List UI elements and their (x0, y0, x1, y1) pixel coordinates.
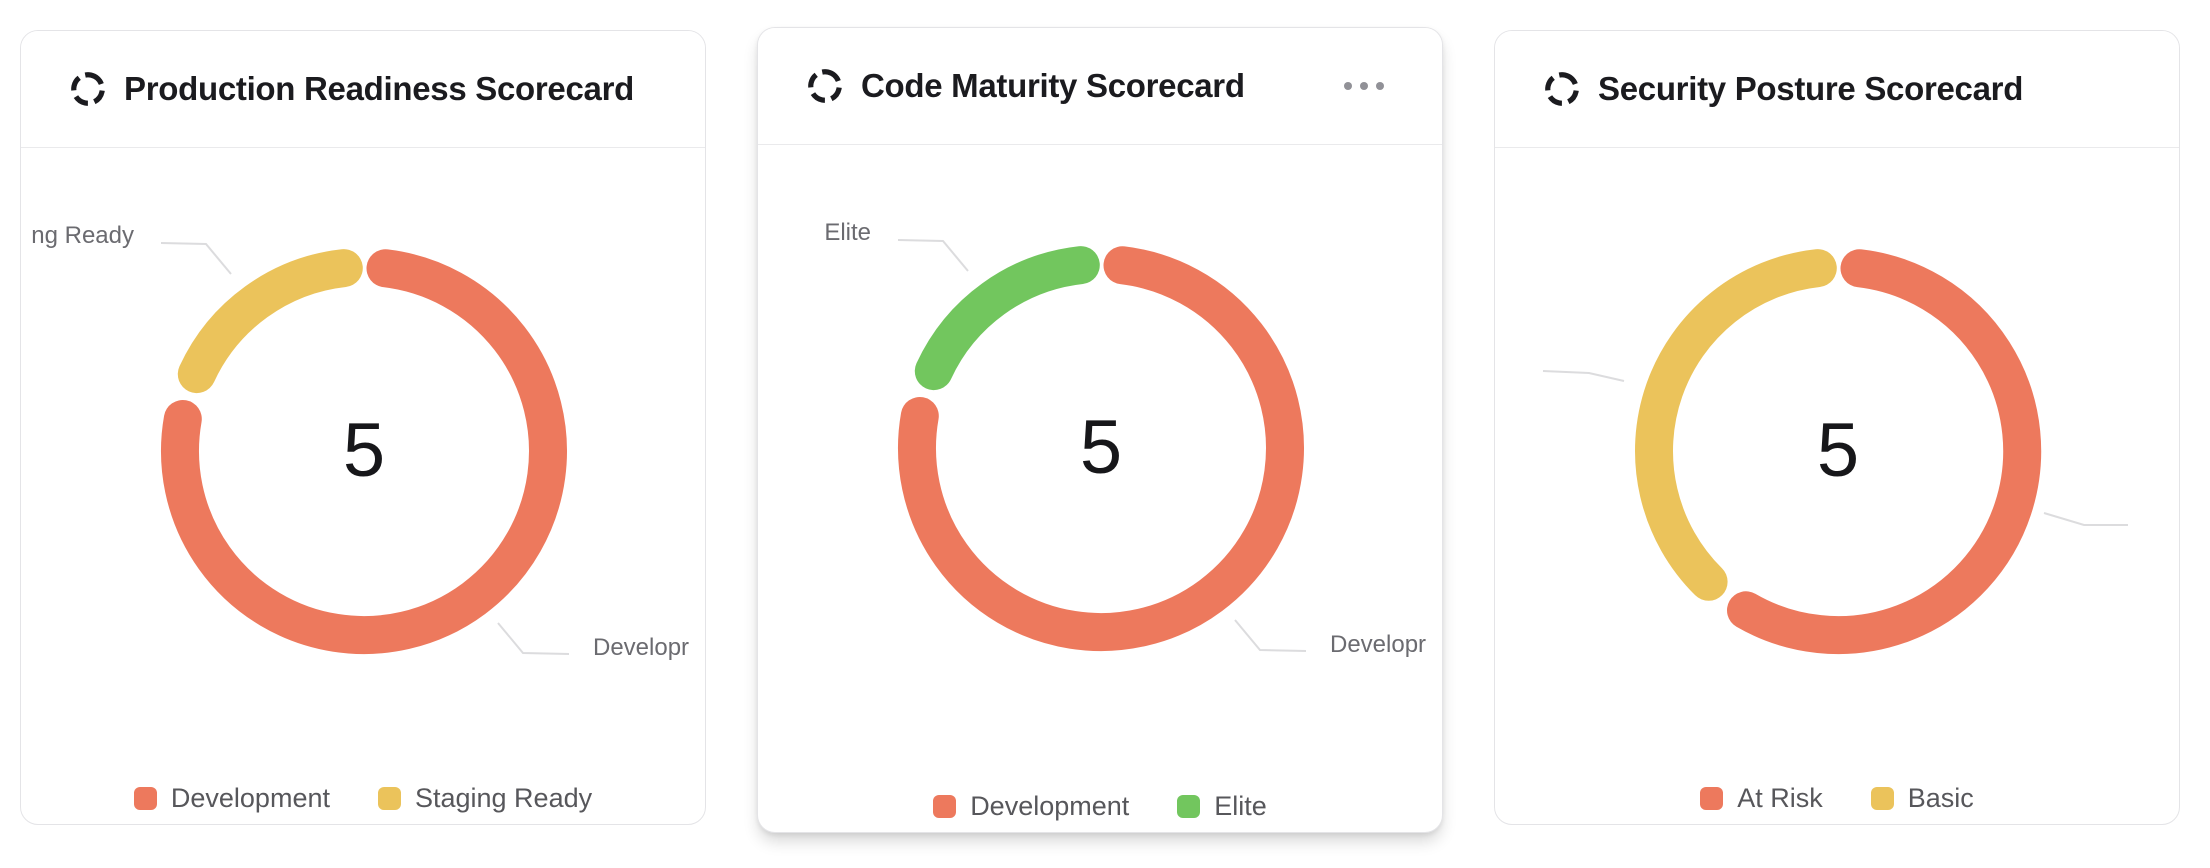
donut-scorecard-icon (71, 72, 105, 106)
legend-swatch-elite (1177, 795, 1201, 818)
donut-chart: ng Ready Developr 5 Development Staging … (21, 148, 705, 824)
donut-chart-svg (897, 239, 1307, 652)
donut-segment-elite[interactable] (914, 246, 1100, 391)
legend-label: Development (970, 791, 1130, 821)
legend-swatch-staging-ready (377, 787, 401, 810)
donut-chart: Elite Developr 5 Development Elite (758, 145, 1442, 832)
card-header: Production Readiness Scorecard (21, 31, 705, 148)
callout-line-staging-ready (160, 242, 232, 275)
legend-item-basic[interactable]: Basic (1870, 783, 1974, 814)
callout-label-elite: Elite (824, 219, 871, 246)
chart-legend: Development Staging Ready (21, 783, 705, 814)
callout-line-at-risk (2043, 512, 2128, 526)
callout-label-development: Developr (593, 634, 690, 661)
card-header: Security Posture Scorecard (1495, 31, 2179, 148)
donut-segment-development[interactable] (898, 246, 1304, 651)
card-title: Production Readiness Scorecard (124, 70, 634, 107)
legend-label: Basic (1907, 783, 1974, 813)
donut-chart: 5 At Risk Basic (1495, 148, 2179, 824)
donut-segment-at-risk[interactable] (1727, 249, 2042, 654)
legend-label: Elite (1214, 791, 1267, 821)
donut-chart-svg (1542, 249, 2128, 654)
scorecard-card-code-maturity: Code Maturity Scorecard Elite Developr 5… (757, 27, 1443, 833)
donut-segment-development[interactable] (161, 249, 567, 654)
legend-label: At Risk (1737, 783, 1823, 813)
callout-line-development (1234, 619, 1307, 652)
legend-item-staging-ready[interactable]: Staging Ready (377, 783, 593, 814)
chart-legend: At Risk Basic (1495, 783, 2179, 814)
card-menu-button[interactable] (1336, 75, 1392, 97)
donut-center-value: 5 (1079, 405, 1123, 490)
legend-label: Staging Ready (414, 783, 593, 813)
callout-label-development: Developr (1330, 631, 1427, 658)
donut-chart-svg (160, 242, 570, 655)
card-title: Code Maturity Scorecard (861, 67, 1245, 104)
chart-legend: Development Elite (758, 791, 1442, 822)
legend-item-development[interactable]: Development (933, 791, 1129, 822)
scorecard-card-production-readiness: Production Readiness Scorecard ng Ready … (20, 30, 706, 825)
legend-swatch-development (933, 795, 957, 818)
legend-item-elite[interactable]: Elite (1177, 791, 1267, 822)
card-title: Security Posture Scorecard (1598, 70, 2024, 107)
donut-center-value: 5 (1816, 408, 1860, 493)
donut-segment-basic[interactable] (1635, 249, 1837, 601)
card-header: Code Maturity Scorecard (758, 28, 1442, 145)
callout-line-basic (1542, 370, 1625, 382)
donut-scorecard-icon (808, 69, 842, 103)
legend-swatch-basic (1870, 787, 1894, 810)
legend-swatch-at-risk (1700, 787, 1724, 810)
legend-label: Development (170, 783, 330, 813)
callout-label-staging-ready: ng Ready (31, 222, 134, 249)
legend-swatch-development (133, 787, 157, 810)
scorecard-card-security-posture: Security Posture Scorecard 5 At Risk Bas… (1494, 30, 2180, 825)
callout-line-development (497, 622, 570, 655)
ellipsis-horizontal-icon (1344, 82, 1384, 90)
legend-item-at-risk[interactable]: At Risk (1700, 783, 1823, 814)
callout-line-elite (897, 239, 969, 272)
legend-item-development[interactable]: Development (133, 783, 330, 814)
donut-scorecard-icon (1545, 72, 1579, 106)
donut-segment-staging-ready[interactable] (177, 249, 363, 394)
donut-center-value: 5 (342, 408, 386, 493)
